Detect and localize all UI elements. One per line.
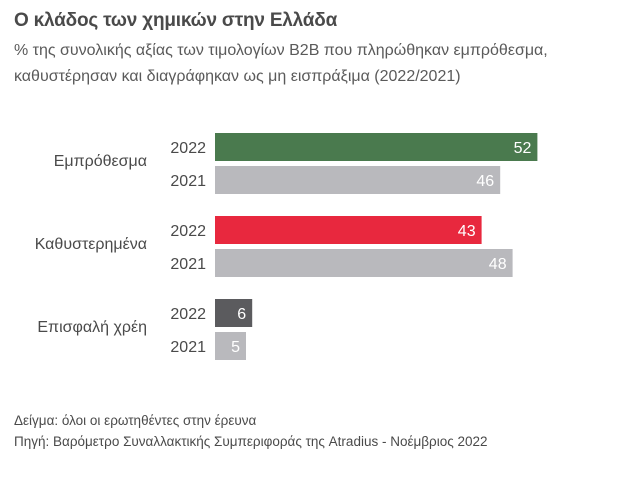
value-label: 5 — [231, 339, 240, 356]
value-label: 46 — [476, 173, 494, 190]
category-label: Καθυστερημένα — [35, 236, 147, 253]
value-label: 6 — [237, 306, 246, 323]
value-label: 43 — [458, 223, 476, 240]
subtitle-line-2: καθυστέρησαν και διαγράφηκαν ως μη εισπρ… — [14, 68, 461, 85]
category-label: Επισφαλή χρέη — [37, 319, 147, 336]
sample-note: Δείγμα: όλοι οι ερωτηθέντες στην έρευνα — [14, 413, 257, 428]
chart-subtitle: % της συνολικής αξίας των τιμολογίων B2B… — [14, 38, 624, 90]
value-label: 52 — [514, 140, 532, 157]
year-label: 2021 — [170, 339, 206, 356]
year-label: 2022 — [170, 140, 206, 157]
source-note: Πηγή: Βαρόμετρο Συναλλακτικής Συμπεριφορ… — [14, 434, 488, 449]
subtitle-line-1: % της συνολικής αξίας των τιμολογίων B2B… — [14, 42, 548, 59]
year-label: 2022 — [170, 223, 206, 240]
bar — [215, 299, 253, 327]
chart-title: Ο κλάδος των χημικών στην Ελλάδα — [14, 10, 338, 31]
category-label: Εμπρόθεσμα — [54, 153, 147, 170]
year-label: 2021 — [170, 256, 206, 273]
bar — [215, 216, 482, 244]
year-label: 2022 — [170, 306, 206, 323]
value-label: 48 — [489, 256, 507, 273]
bar — [215, 332, 246, 360]
chart-footer: Δείγμα: όλοι οι ερωτηθέντες στην έρευνα … — [14, 410, 488, 452]
bar — [215, 133, 538, 161]
bar-chart: Εμπρόθεσμα 2022 52 2021 46 Καθυστερημένα 2022 4… — [35, 133, 538, 360]
bar — [215, 249, 513, 277]
year-label: 2021 — [170, 173, 206, 190]
bar — [215, 166, 501, 194]
